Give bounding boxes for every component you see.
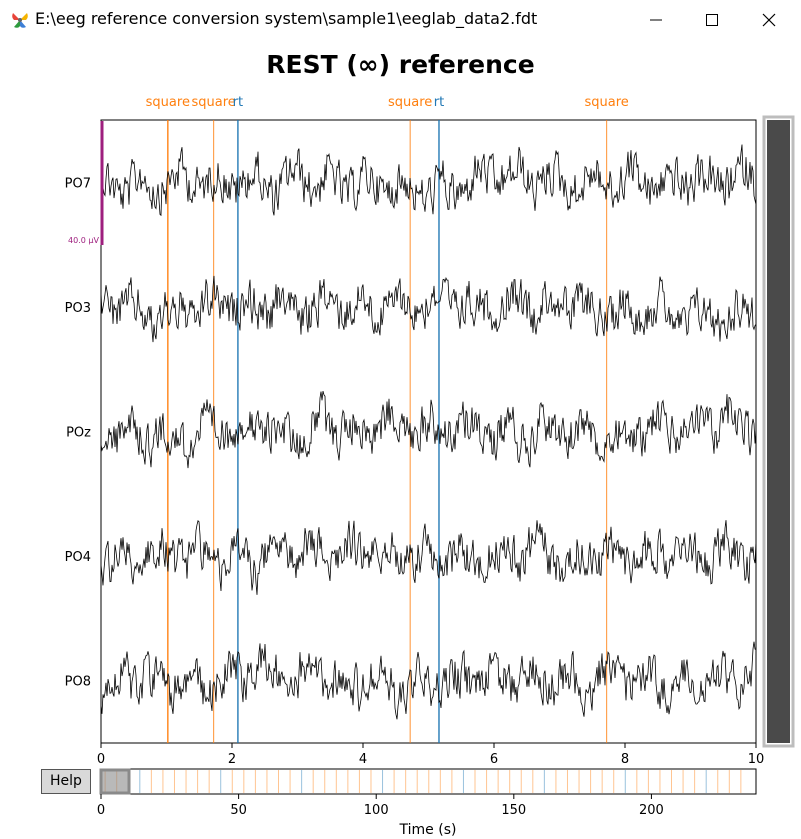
channel-labels: PO7 PO3 POz PO4 PO8 [65,176,92,689]
x-tick-label: 2 [228,752,236,767]
overview-tick-label: 100 [364,803,389,818]
time-scrollbar-track[interactable] [100,768,757,795]
channel-label: PO3 [65,301,91,316]
event-lines [167,120,608,743]
eeg-traces [100,144,757,720]
x-tick-label: 6 [490,752,498,767]
figure-title: REST (∞) reference [266,50,535,79]
event-label-square: square [146,95,190,110]
event-label-square: square [585,95,629,110]
overview-tick-label: 150 [501,803,526,818]
overview-tick-label: 0 [97,803,105,818]
event-label-square: square [192,95,236,110]
maximize-button[interactable] [684,0,740,40]
overview-tick-label: 200 [639,803,664,818]
traces-axes-frame [100,119,757,744]
close-icon [762,13,776,27]
close-button[interactable] [741,0,797,40]
trace-PO8 [100,641,757,720]
overview-xlabel: Time (s) [399,822,457,838]
overview-event-marks [104,770,742,793]
event-label-rt: rt [434,95,444,110]
x-tick-label: 4 [359,752,367,767]
trace-PO3 [100,275,757,343]
window-title: E:\eeg reference conversion system\sampl… [35,9,538,28]
overview-time-axis: 0 50 100 150 200 [97,794,664,818]
app-logo-icon [12,13,28,28]
title-bar: E:\eeg reference conversion system\sampl… [0,0,801,40]
scale-bar-label: 40.0 µV [68,236,99,245]
time-scrollbar-thumb[interactable] [99,768,131,795]
minimize-button[interactable] [628,0,684,40]
x-tick-label: 10 [748,752,765,767]
overview-tick-label: 50 [230,803,247,818]
event-label-square: square [388,95,432,110]
x-tick-label: 8 [621,752,629,767]
trace-PO7 [100,144,757,217]
maximize-icon [706,14,718,26]
channel-label: PO8 [65,675,91,690]
channel-label: PO4 [65,550,91,565]
trace-PO4 [100,520,757,595]
event-label-rt: rt [233,95,243,110]
minimize-icon [650,19,662,21]
channel-label: PO7 [65,176,91,191]
trace-POz [100,391,757,469]
x-tick-label: 0 [97,752,105,767]
time-axis: 0 2 4 6 8 10 [97,743,764,767]
channel-label: POz [66,426,91,441]
channel-scrollbar-thumb[interactable] [767,120,790,743]
help-button[interactable]: Help [41,769,91,794]
